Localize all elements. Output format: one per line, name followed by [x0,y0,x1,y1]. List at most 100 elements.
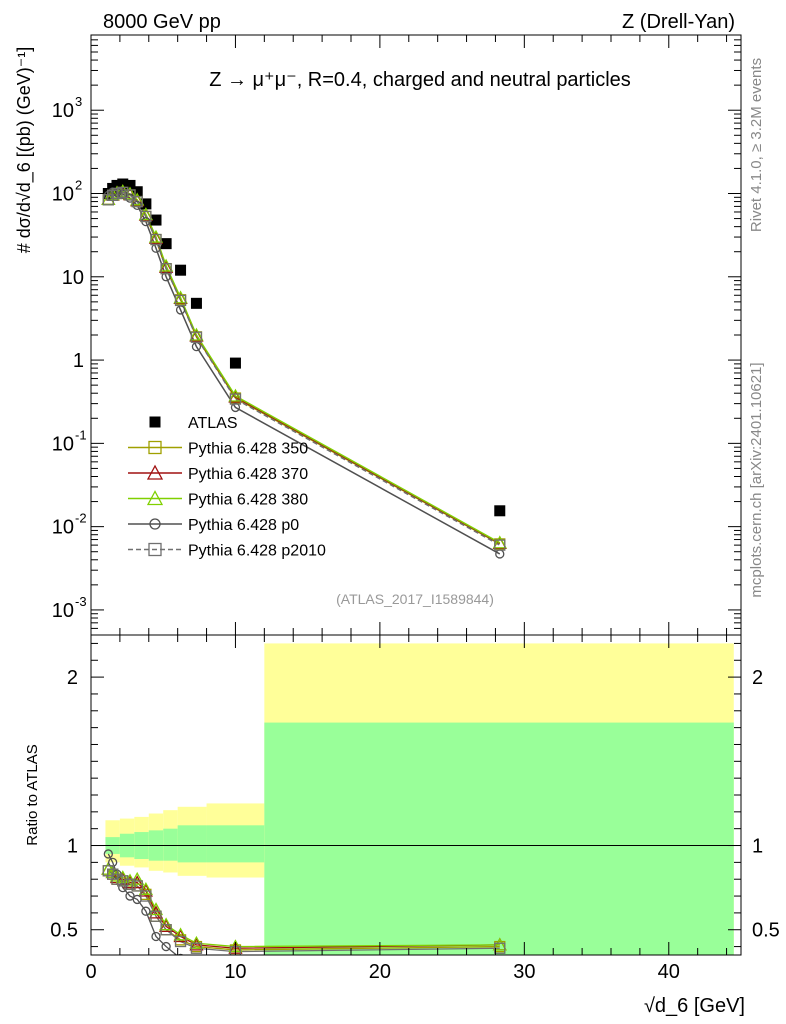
data-point-5 [124,189,136,201]
data-point-3 [173,290,188,304]
ratio-point-2 [148,902,164,916]
data-point-0 [131,186,143,198]
stat-uncertainty-band [206,825,265,863]
data-point-5 [174,294,187,307]
legend-label: Pythia 6.428 350 [188,441,308,458]
ratio-axes: 0.5 0.51 12 20 10 20 30 40 [50,635,780,983]
ratio-point-2 [173,927,188,941]
data-point-0 [175,264,187,276]
ratio-point-3 [125,891,135,901]
main-y-axis-label: # dσ/d√d_6 [(pb) (GeV)⁻¹] [14,47,35,254]
ratio-y-tick-label-right: 0.5 [752,920,780,942]
mcplots-label: mcplots.cern.ch [arXiv:2401.10621] [748,362,765,597]
x-tick-label: 10 [224,961,246,983]
legend: ATLAS Pythia 6.428 350 Pythia 6.428 370 Pyt… [128,415,326,560]
data-point-0 [190,297,202,309]
data-point-4 [118,189,128,199]
legend-marker [146,464,164,480]
data-point-5 [117,186,129,199]
data-point-0 [494,505,506,517]
ratio-point-1 [148,905,164,919]
ratio-point-4 [494,942,506,954]
ratio-point-3 [141,906,151,916]
legend-label: Pythia 6.428 p0 [188,517,299,534]
stat-uncertainty-band [177,825,207,863]
main-y-tick-label: 10 [52,100,74,122]
ratio-point-4 [160,924,172,936]
legend-marker [149,518,161,530]
ratio-point-4 [124,878,136,890]
ratio-point-2 [492,937,507,951]
ratio-point-4 [140,890,152,902]
data-point-5 [131,195,143,208]
ratio-point-4 [102,865,114,877]
legend-label: Pythia 6.428 p2010 [188,543,326,560]
x-tick-label: 40 [658,961,680,983]
header-left: 8000 GeV pp [103,11,221,33]
data-point-0 [124,179,136,191]
x-tick-label: 0 [85,961,96,983]
stat-uncertainty-band [163,828,178,861]
data-point-0 [117,178,129,190]
rivet-label: Rivet 4.1.0, ≥ 3.2M events [748,58,765,232]
data-point-3 [148,229,164,243]
ratio-point-4 [131,880,143,892]
data-point-3 [138,207,153,221]
main-series-group [101,178,507,559]
main-y-tick-exponent: -2 [75,511,87,526]
ratio-point-4 [174,935,187,948]
ratio-point-4 [190,942,203,954]
x-tick-label: 30 [513,961,535,983]
data-point-3 [159,258,174,272]
legend-label: ATLAS [188,415,238,432]
ratio-point-3 [151,931,161,942]
data-point-5 [494,539,506,551]
legend-marker [149,416,161,428]
data-point-5 [160,263,172,275]
data-point-3 [189,327,204,341]
ratio-point-3 [177,953,184,955]
ratio-point-3 [103,849,113,859]
legend-marker [148,542,162,557]
data-point-3 [109,185,125,199]
data-point-5 [190,331,203,343]
data-point-4 [125,193,135,203]
main-y-tick-label: 10 [62,267,84,289]
legend-marker [148,440,162,455]
stat-uncertainty-band [264,722,734,955]
x-tick-label: 20 [369,961,391,983]
data-point-0 [140,198,152,210]
data-point-0 [229,357,241,369]
ratio-uncertainty-bands [91,643,741,955]
main-y-tick-label: 10 [52,433,74,455]
main-y-tick-exponent: 3 [75,94,82,109]
data-point-0 [160,238,172,250]
main-y-tick-exponent: 2 [75,178,82,193]
ratio-point-4 [117,875,129,887]
ratio-y-tick-label-right: 2 [752,667,763,689]
header-right: Z (Drell-Yan) [622,11,735,33]
data-point-4 [161,272,171,282]
main-y-tick-exponent: -3 [75,594,87,609]
analysis-tag: (ATLAS_2017_I1589844) [336,591,494,607]
data-point-0 [150,214,162,226]
ratio-point-3 [161,941,171,952]
ratio-point-4 [111,873,123,885]
main-y-tick-exponent: -1 [75,427,87,442]
x-axis-label: √d_6 [GeV] [644,995,745,1017]
ratio-point-3 [118,882,128,893]
main-title: Z → μ⁺μ⁻, R=0.4, charged and neutral par… [209,69,631,91]
ratio-y-tick-label: 1 [67,836,78,858]
data-point-5 [140,210,152,223]
ratio-y-tick-label: 2 [67,667,78,689]
data-point-5 [111,187,123,200]
main-y-tick-label: 1 [73,350,84,372]
legend-label: Pythia 6.428 380 [188,492,308,509]
data-point-5 [150,233,162,246]
ratio-point-1 [159,919,174,933]
legend-label: Pythia 6.428 370 [188,466,308,483]
main-y-tick-label: 10 [52,600,74,622]
ratio-y-axis-label: Ratio to ATLAS [24,744,41,845]
